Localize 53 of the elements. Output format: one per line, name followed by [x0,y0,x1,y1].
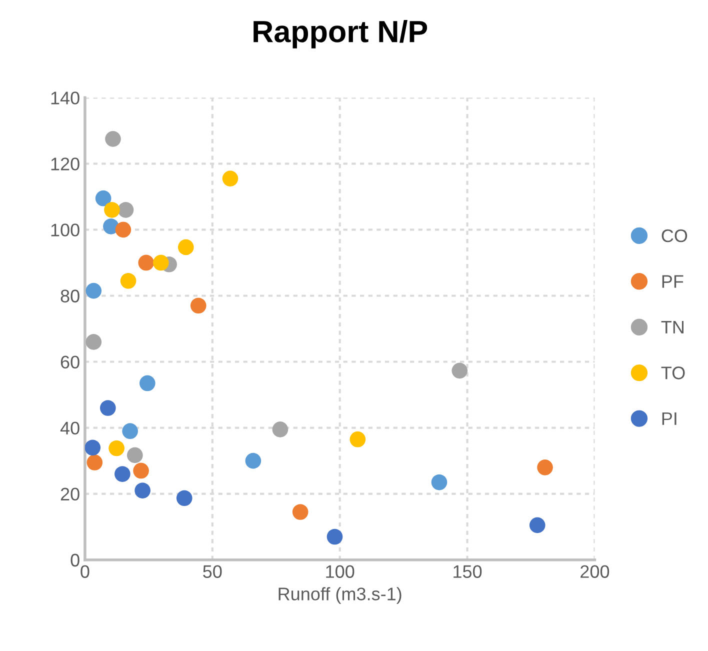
point [292,504,308,520]
x-axis-title: Runoff (m3.s-1) [278,587,402,604]
point [86,454,103,470]
point [326,528,343,545]
point [86,334,102,350]
legend-label: PF [662,275,684,288]
y-tick-label: 0 [70,554,80,567]
x-tick-label: 0 [80,565,90,578]
point [95,190,112,206]
x-tick-label: 100 [326,565,354,578]
point [222,170,238,186]
point [452,362,468,379]
y-tick-label: 60 [60,356,80,368]
point [115,222,132,238]
y-tick-label: 140 [51,92,80,104]
point [133,462,149,479]
point [86,282,102,299]
x-tick-label: 200 [580,565,610,578]
y-tick-label: 40 [60,422,80,435]
point [138,254,154,271]
point [272,422,288,438]
point [122,423,138,440]
point [529,517,546,534]
point [108,440,124,456]
point [104,202,120,218]
point [431,474,448,490]
legend-label: PI [662,412,676,425]
point [537,460,553,476]
point [245,452,262,469]
point [84,440,101,456]
y-tick-label: 20 [60,488,80,501]
point [127,447,143,464]
point [178,239,194,256]
legend-label: TO [661,366,685,380]
point [118,202,134,218]
y-tick-label: 80 [60,290,80,302]
point [176,490,192,506]
point [190,298,206,314]
point [139,375,156,392]
point [100,400,116,416]
y-tick-label: 100 [51,224,80,236]
x-tick-label: 50 [203,565,222,578]
point [152,254,169,271]
y-tick-label: 120 [51,158,80,170]
x-tick-label: 150 [454,565,482,578]
legend-label: CO [662,229,688,242]
legend-label: TN [661,321,684,334]
point [350,431,366,448]
point [134,482,150,498]
point [105,131,121,147]
chart-title: Rapport N/P [254,20,428,48]
point [120,272,136,289]
point [114,466,130,482]
